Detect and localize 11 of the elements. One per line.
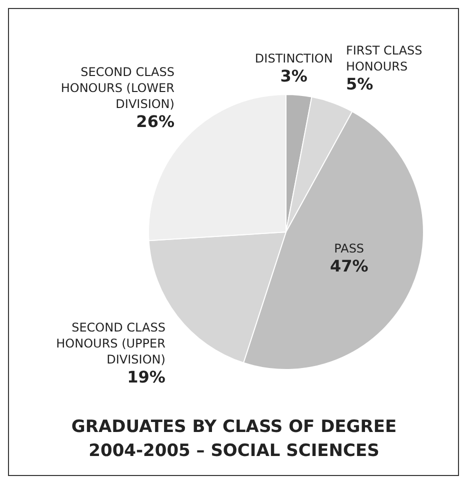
text: GRADUATES BY CLASS OF DEGREE 2004-2005 – SOCIAL SCIENCES [71, 416, 397, 461]
data-label: 47% [330, 256, 368, 276]
data-label: 3% [280, 66, 308, 86]
slice-label: SECOND CLASS HONOURS (LOWER DIVISION) [60, 65, 174, 112]
data-label: 19% [127, 368, 166, 387]
slice-label: FIRST CLASS HONOURS [346, 43, 422, 74]
data-label: 26% [136, 112, 174, 132]
slice-label: PASS [334, 241, 364, 256]
data-label: 5% [346, 74, 374, 94]
slice-label: SECOND CLASS HONOURS (UPPER DIVISION) [56, 320, 166, 367]
slice-label: DISTINCTION [254, 51, 333, 66]
